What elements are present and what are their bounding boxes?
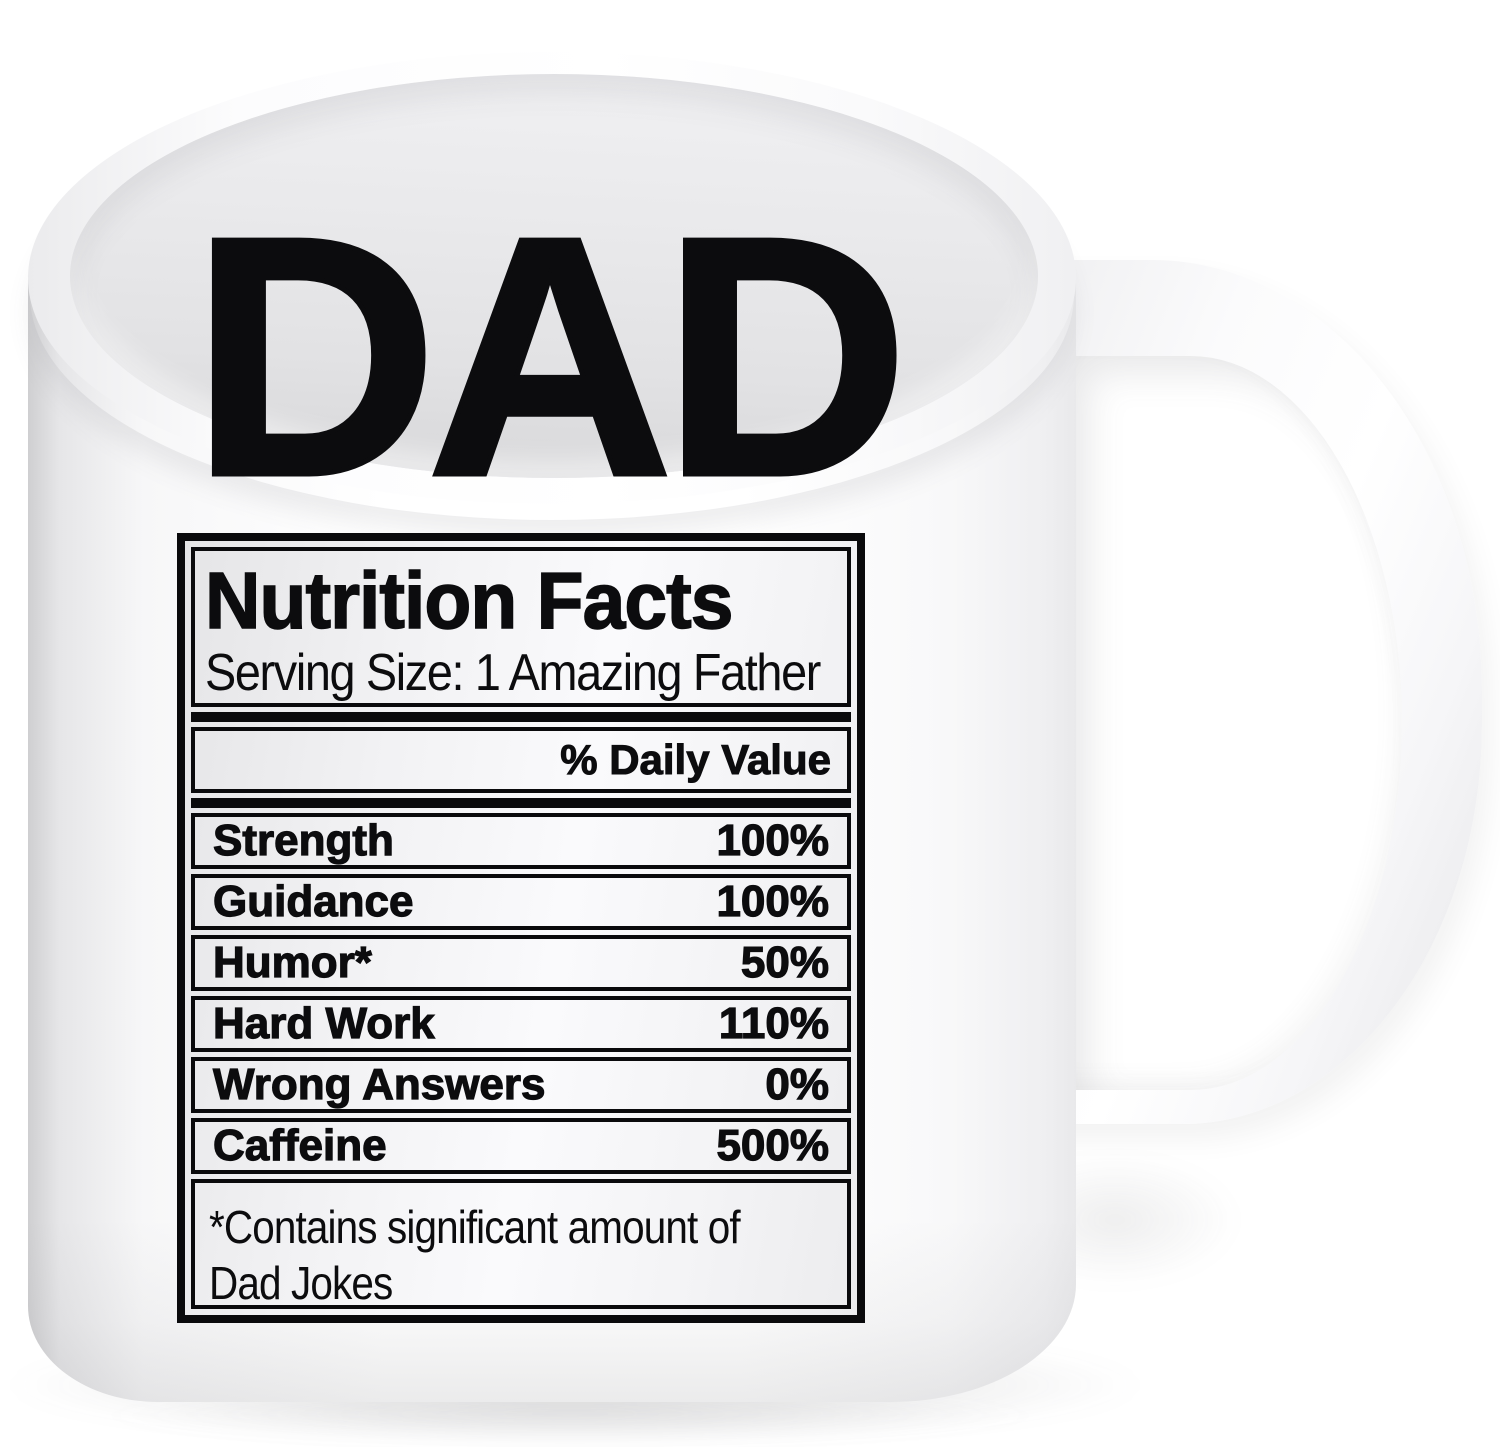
nutrient-row-wrong-answers: Wrong Answers 0% [191, 1057, 851, 1113]
mug-handle-hole [1062, 356, 1402, 1090]
row-value: 0% [765, 1059, 830, 1109]
label-footnote: *Contains significant amount of Dad Joke… [191, 1179, 851, 1309]
row-value: 110% [718, 998, 829, 1048]
row-value: 500% [716, 1120, 830, 1170]
row-name: Guidance [212, 876, 414, 926]
mug-interior [70, 74, 1038, 478]
row-name: Humor* [212, 937, 372, 987]
mug-handle [1030, 260, 1482, 1124]
footnote-line-2: Dad Jokes [209, 1257, 393, 1309]
row-value: 50% [740, 937, 829, 987]
label-title-box: Nutrition Facts Serving Size: 1 Amazing … [191, 547, 851, 707]
mug-print-name: DAD [189, 167, 911, 547]
row-value: 100% [716, 815, 830, 865]
nutrient-row-strength: Strength 100% [191, 813, 851, 869]
footnote-line-1: *Contains significant amount of [209, 1201, 741, 1253]
row-value: 100% [716, 876, 830, 926]
label-serving-size: Serving Size: 1 Amazing Father [205, 644, 821, 702]
daily-value-header: % Daily Value [560, 736, 832, 784]
row-name: Caffeine [212, 1120, 387, 1170]
mug-rim [28, 52, 1076, 504]
nutrient-row-humor: Humor* 50% [191, 935, 851, 991]
row-name: Wrong Answers [212, 1059, 546, 1109]
row-name: Strength [212, 815, 394, 865]
nutrient-row-guidance: Guidance 100% [191, 874, 851, 930]
nutrient-row-hard-work: Hard Work 110% [191, 996, 851, 1052]
row-name: Hard Work [212, 998, 435, 1048]
label-title: Nutrition Facts [204, 556, 734, 645]
daily-value-box: % Daily Value [191, 727, 851, 793]
separator-bar [191, 798, 851, 808]
nutrient-row-caffeine: Caffeine 500% [191, 1118, 851, 1174]
separator-bar [191, 712, 851, 722]
nutrition-label: Nutrition Facts Serving Size: 1 Amazing … [177, 533, 865, 1323]
